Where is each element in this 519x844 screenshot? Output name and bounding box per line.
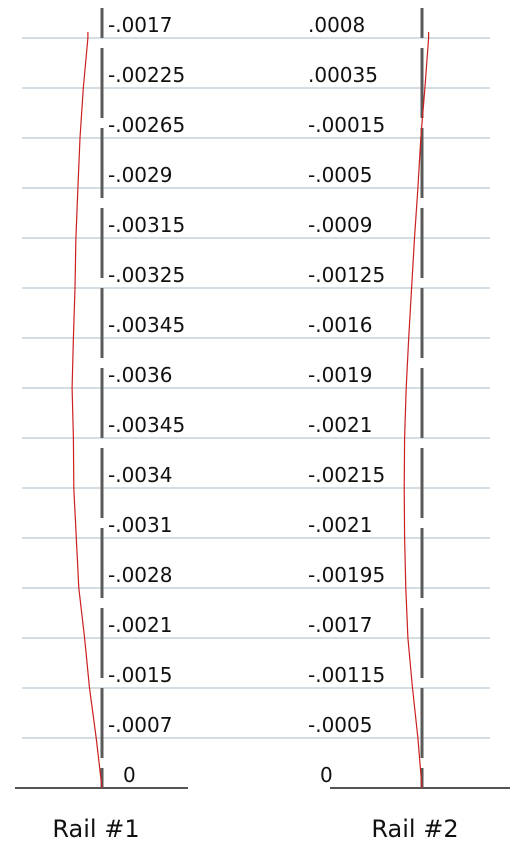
- rail-1-deflection-value: -.0017: [108, 13, 172, 37]
- rail-1-deflection-value: -.00265: [108, 113, 185, 137]
- rail-2-deflection-value: -.0021: [308, 413, 372, 437]
- rail-2-deflection-value: -.0017: [308, 613, 372, 637]
- rail-1-deflection-value: -.00345: [108, 413, 185, 437]
- rail-2-deflection-value: 0: [320, 763, 333, 787]
- rail-1-deflection-value: -.00225: [108, 63, 185, 87]
- rail-1-deflection-value: -.0028: [108, 563, 172, 587]
- rail-1-deflection-value: -.00325: [108, 263, 185, 287]
- rail-lines: [100, 8, 424, 788]
- rail-1-deflection-value: -.0031: [108, 513, 172, 537]
- rail-2-deflection-value: .00035: [308, 63, 378, 87]
- rail-2-deflection-value: -.0005: [308, 713, 372, 737]
- rail-1-deflection-value: -.0007: [108, 713, 172, 737]
- rail-2-deflection-value: -.00015: [308, 113, 385, 137]
- rail-2-deflection-curve: [403, 32, 430, 789]
- rail-2-deflection-value: -.0005: [308, 163, 372, 187]
- rail-2-deflection-value: -.00195: [308, 563, 385, 587]
- rail-1-deflection-value: -.0036: [108, 363, 172, 387]
- rail-2-deflection-value: -.00125: [308, 263, 385, 287]
- rail-2-deflection-value: -.0009: [308, 213, 372, 237]
- rail-1-deflection-value: 0: [123, 763, 136, 787]
- rail-1-deflection-value: -.00345: [108, 313, 185, 337]
- deflection-curves: [71, 32, 430, 789]
- rail-2-deflection-value: -.0021: [308, 513, 372, 537]
- value-labels: -.0017 -.00225 -.00265 -.0029 -.00315 -.00325…: [108, 13, 385, 787]
- grid-lines: [15, 37, 510, 789]
- rail-2-title: Rail #2: [371, 815, 458, 843]
- rail-1-deflection-value: -.0021: [108, 613, 172, 637]
- rail-2-deflection-value: -.00115: [308, 663, 385, 687]
- rail-1-title: Rail #1: [52, 815, 139, 843]
- rail-1-deflection-value: -.00315: [108, 213, 185, 237]
- rail-2-deflection-value: -.00215: [308, 463, 385, 487]
- rail-2-deflection-value: .0008: [308, 13, 365, 37]
- rail-1-deflection-value: -.0015: [108, 663, 172, 687]
- rail-2-deflection-value: -.0019: [308, 363, 372, 387]
- rail-1-deflection-curve: [71, 32, 103, 789]
- rail-1-deflection-value: -.0029: [108, 163, 172, 187]
- rail-1-deflection-value: -.0034: [108, 463, 172, 487]
- rail-2-deflection-value: -.0016: [308, 313, 372, 337]
